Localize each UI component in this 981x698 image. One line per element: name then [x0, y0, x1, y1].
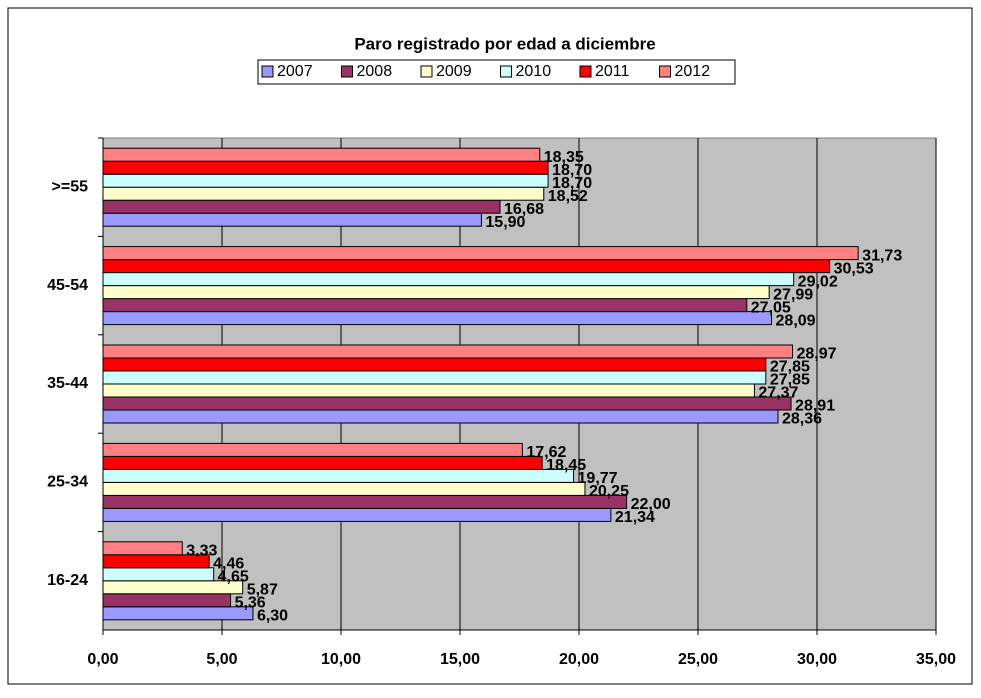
bar [102, 455, 543, 470]
data-label: 22,00 [631, 496, 671, 513]
data-label: 6,30 [257, 608, 288, 625]
y-tick-label: 35-44 [47, 375, 88, 392]
data-label: 18,35 [544, 149, 584, 166]
y-tick-label: 45-54 [47, 277, 88, 294]
bar [102, 370, 767, 385]
data-label: 18,70 [552, 175, 592, 192]
x-tick-label: 0,00 [87, 651, 118, 668]
data-label: 5,87 [247, 582, 278, 599]
chart-title: Paro registrado por edad a diciembre [354, 34, 655, 53]
legend-label: 2012 [675, 63, 711, 80]
bar [102, 212, 482, 227]
data-label: 18,70 [552, 162, 592, 179]
data-label: 15,90 [485, 214, 525, 231]
data-label: 5,36 [235, 595, 266, 612]
data-label: 4,46 [213, 556, 244, 573]
data-label: 27,99 [773, 286, 813, 303]
legend-label: 2009 [436, 63, 472, 80]
legend-label: 2008 [357, 63, 393, 80]
bar [102, 481, 586, 496]
data-label: 18,52 [548, 188, 588, 205]
data-label: 17,62 [526, 444, 566, 461]
legend-swatch [579, 65, 592, 78]
data-label: 28,36 [782, 411, 822, 428]
x-tick-label: 20,00 [559, 651, 599, 668]
legend-label: 2011 [595, 63, 630, 80]
bar [102, 606, 254, 621]
data-label: 3,33 [186, 543, 217, 560]
x-tick-label: 35,00 [916, 651, 956, 668]
bar [102, 173, 549, 188]
data-label: 28,91 [795, 398, 835, 415]
data-label: 30,53 [834, 260, 874, 277]
bar [102, 383, 755, 398]
data-label: 21,34 [615, 509, 655, 526]
bar [102, 160, 549, 175]
bar [102, 246, 859, 261]
legend-label: 2007 [277, 63, 313, 80]
bar [102, 541, 183, 556]
bar [102, 409, 779, 424]
bar [102, 186, 545, 201]
legend-swatch [420, 65, 433, 78]
data-label: 31,73 [862, 247, 902, 264]
bar [102, 567, 215, 582]
bar [102, 507, 612, 522]
data-label: 29,02 [798, 273, 838, 290]
bar [102, 285, 770, 300]
bar [102, 259, 831, 274]
bar [102, 344, 793, 359]
legend-swatch [500, 65, 512, 78]
bar [102, 199, 501, 214]
bar [102, 396, 792, 411]
y-tick-label: 25-34 [47, 474, 88, 491]
y-tick-label: 16-24 [47, 572, 88, 589]
data-label: 27,85 [770, 372, 810, 389]
data-label: 16,68 [504, 201, 544, 218]
data-label: 19,77 [578, 470, 618, 487]
data-label: 27,85 [770, 359, 810, 376]
bar [102, 593, 232, 608]
y-tick-label: >=55 [52, 178, 89, 195]
bar [102, 298, 748, 313]
bar [102, 147, 541, 162]
legend-swatch [659, 65, 671, 78]
legend-box [257, 59, 736, 85]
bar [102, 442, 523, 457]
legend-swatch [341, 65, 353, 78]
data-label: 20,25 [589, 483, 629, 500]
x-tick-label: 10,00 [321, 651, 361, 668]
x-tick-label: 5,00 [206, 651, 237, 668]
bar [102, 272, 795, 287]
legend-swatch [261, 65, 274, 78]
legend-label: 2010 [516, 63, 552, 80]
data-label: 27,05 [751, 299, 791, 316]
data-label: 28,97 [796, 346, 836, 363]
data-label: 4,65 [218, 569, 249, 586]
x-tick-label: 25,00 [678, 651, 718, 668]
bar [102, 494, 628, 509]
x-tick-label: 15,00 [440, 651, 480, 668]
data-label: 27,37 [758, 385, 798, 402]
data-label: 18,45 [546, 457, 586, 474]
data-label: 28,09 [776, 312, 816, 329]
bar [102, 357, 767, 372]
bar [102, 311, 773, 326]
x-tick-label: 30,00 [797, 651, 837, 668]
bar [102, 468, 575, 483]
